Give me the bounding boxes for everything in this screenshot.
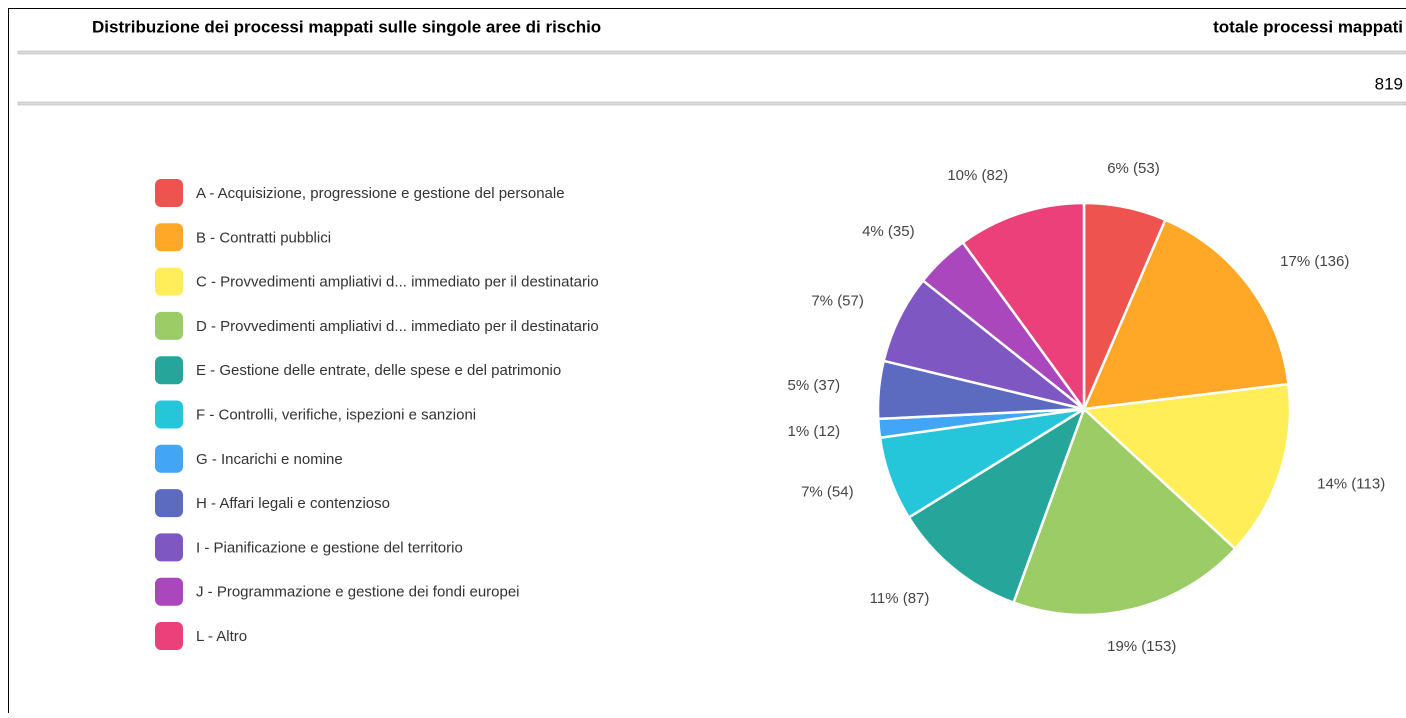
data-label: 6% (53) — [1107, 160, 1160, 177]
pie-slice — [1081, 218, 1290, 411]
legend-label: A - Acquisizione, progressione e gestion… — [196, 185, 565, 202]
data-label: 14% (113) — [1317, 475, 1385, 492]
legend-swatch — [155, 577, 183, 606]
legend-label: C - Provvedimenti ampliativi d... immedi… — [196, 274, 599, 291]
legend-swatch — [155, 311, 183, 340]
legend-swatch — [155, 267, 183, 296]
legend-swatch — [155, 444, 183, 473]
data-label: 10% (82) — [947, 167, 1008, 184]
legend-label: F - Controlli, verifiche, ispezioni e sa… — [196, 406, 476, 423]
data-label: 11% (87) — [870, 590, 930, 607]
legend-swatch — [155, 223, 183, 252]
data-label: 1% (12) — [788, 423, 841, 440]
divider — [17, 50, 1406, 55]
legend-swatch — [155, 489, 183, 518]
legend-label: B - Contratti pubblici — [196, 229, 331, 246]
divider — [17, 101, 1406, 106]
legend-swatch — [155, 356, 183, 385]
legend-label: H - Affari legali e contenzioso — [196, 495, 390, 512]
pie-slice — [907, 406, 1087, 605]
legend-swatch — [155, 179, 183, 207]
legend-label: G - Incarichi e nomine — [196, 451, 343, 468]
legend-label: J - Programmazione e gestione dei fondi … — [196, 584, 520, 601]
legend-label: L - Altro — [196, 628, 247, 645]
total-value: 819 — [1375, 74, 1403, 93]
legend-label: E - Gestione delle entrate, delle spese … — [196, 362, 561, 379]
data-label: 7% (54) — [801, 483, 854, 500]
data-label: 4% (35) — [862, 223, 915, 240]
legend-label: I - Pianificazione e gestione del territ… — [196, 539, 463, 556]
total-label: totale processi mappati — [1213, 17, 1403, 36]
legend-swatch — [155, 622, 183, 650]
data-label: 17% (136) — [1280, 253, 1349, 270]
pie-slice — [1011, 406, 1238, 617]
legend-label: D - Provvedimenti ampliativi d... immedi… — [196, 318, 599, 335]
pie-slice — [961, 201, 1086, 413]
data-label: 7% (57) — [811, 292, 864, 309]
legend-swatch — [155, 533, 183, 562]
section-title: Distribuzione dei processi mappati sulle… — [92, 17, 601, 36]
data-label: 19% (153) — [1107, 638, 1176, 655]
pie-slice — [1081, 382, 1292, 551]
legend-swatch — [155, 400, 183, 429]
data-label: 5% (37) — [788, 377, 841, 394]
